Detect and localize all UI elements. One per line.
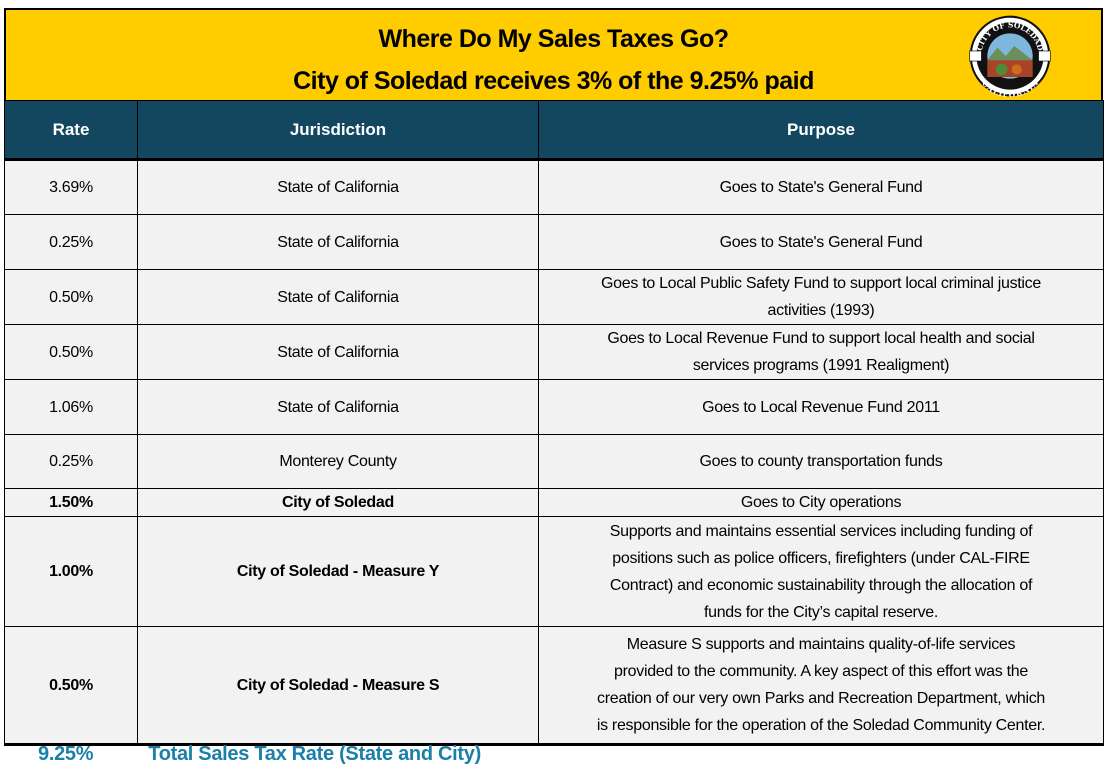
table-header-row: Rate Jurisdiction Purpose — [4, 100, 1104, 161]
purpose-line: activities (1993) — [767, 302, 875, 319]
table-row: 1.00% City of Soledad - Measure Y Supports… — [4, 516, 1104, 627]
page-subtitle: City of Soledad receives 3% of the 9.25%… — [293, 67, 814, 95]
jurisdiction-cell: State of California — [137, 379, 539, 435]
rate-cell: 1.50% — [4, 488, 138, 517]
table-row: 3.69% State of California Goes to State's … — [4, 159, 1104, 215]
jurisdiction-cell: Monterey County — [137, 434, 539, 489]
rate-cell: 1.00% — [4, 516, 138, 627]
page-title: Where Do My Sales Taxes Go? — [378, 25, 729, 53]
column-header-jurisdiction: Jurisdiction — [137, 100, 539, 161]
rate-cell: 0.50% — [4, 324, 138, 380]
purpose-line: funds for the City’s capital reserve. — [703, 603, 939, 621]
jurisdiction-cell: State of California — [137, 269, 539, 325]
city-seal-logo: CITY OF SOLEDAD CALIFORNIA — [969, 15, 1051, 98]
column-header-purpose: Purpose — [538, 100, 1104, 161]
table-row: 0.50% State of California Goes to Local Re… — [4, 324, 1104, 380]
purpose-line: positions such as police officers, firef… — [612, 549, 1030, 567]
total-summary: 9.25% Total Sales Tax Rate (State and Ci… — [38, 743, 481, 766]
jurisdiction-cell: State of California — [137, 159, 539, 215]
purpose-line: Goes to Local Revenue Fund to support lo… — [607, 330, 1035, 347]
table-row: 1.06% State of California Goes to Local Re… — [4, 379, 1104, 435]
purpose-line: Contract) and economic sustainability th… — [609, 576, 1033, 594]
sales-tax-document: Where Do My Sales Taxes Go? City of Sole… — [4, 8, 1104, 746]
purpose-line: Goes to county transportation funds — [699, 453, 943, 470]
purpose-cell: Measure S supports and maintains quality… — [538, 626, 1104, 746]
rate-cell: 0.25% — [4, 214, 138, 270]
purpose-cell: Goes to county transportation funds — [538, 434, 1104, 489]
purpose-cell: Goes to State's General Fund — [538, 159, 1104, 215]
rate-cell: 0.25% — [4, 434, 138, 489]
purpose-cell: Goes to Local Public Safety Fund to supp… — [538, 269, 1104, 325]
purpose-cell: Supports and maintains essential service… — [538, 516, 1104, 627]
purpose-line: Goes to Local Revenue Fund 2011 — [702, 398, 940, 416]
purpose-line: is responsible for the operation of the … — [596, 717, 1046, 734]
purpose-line: provided to the community. A key aspect … — [614, 663, 1028, 680]
table-row: 0.25% Monterey County Goes to county trans… — [4, 434, 1104, 489]
jurisdiction-cell: City of Soledad - Measure Y — [137, 516, 539, 627]
purpose-cell: Goes to Local Revenue Fund to support lo… — [538, 324, 1104, 380]
table-row: 1.50% City of Soledad Goes to City operati… — [4, 488, 1104, 517]
rate-cell: 1.06% — [4, 379, 138, 435]
total-label: Total Sales Tax Rate (State and City) — [148, 743, 481, 765]
column-header-rate: Rate — [4, 100, 138, 161]
purpose-line: services programs (1991 Realigment) — [692, 357, 950, 374]
table-row: 0.25% State of California Goes to State's … — [4, 214, 1104, 270]
purpose-cell: Goes to State's General Fund — [538, 214, 1104, 270]
purpose-line: Goes to State's General Fund — [719, 233, 923, 251]
rate-cell: 0.50% — [4, 626, 138, 746]
total-rate: 9.25% — [38, 743, 94, 765]
table-row: 0.50% City of Soledad - Measure S Measure … — [4, 626, 1104, 746]
purpose-line: Goes to City operations — [740, 494, 902, 511]
jurisdiction-cell: State of California — [137, 324, 539, 380]
rate-cell: 3.69% — [4, 159, 138, 215]
sales-tax-table: Rate Jurisdiction Purpose 3.69% State of … — [4, 100, 1104, 746]
jurisdiction-cell: State of California — [137, 214, 539, 270]
purpose-line: Supports and maintains essential service… — [609, 522, 1033, 540]
jurisdiction-cell: City of Soledad — [137, 488, 539, 517]
jurisdiction-cell: City of Soledad - Measure S — [137, 626, 539, 746]
purpose-line: Measure S supports and maintains quality… — [626, 636, 1016, 653]
purpose-line: Goes to Local Public Safety Fund to supp… — [601, 275, 1041, 292]
title-banner: Where Do My Sales Taxes Go? City of Sole… — [4, 8, 1103, 100]
purpose-line: creation of our very own Parks and Recre… — [597, 690, 1045, 707]
purpose-cell: Goes to City operations — [538, 488, 1104, 517]
purpose-line: Goes to State's General Fund — [719, 179, 923, 196]
rate-cell: 0.50% — [4, 269, 138, 325]
purpose-cell: Goes to Local Revenue Fund 2011 — [538, 379, 1104, 435]
table-row: 0.50% State of California Goes to Local Pu… — [4, 269, 1104, 325]
